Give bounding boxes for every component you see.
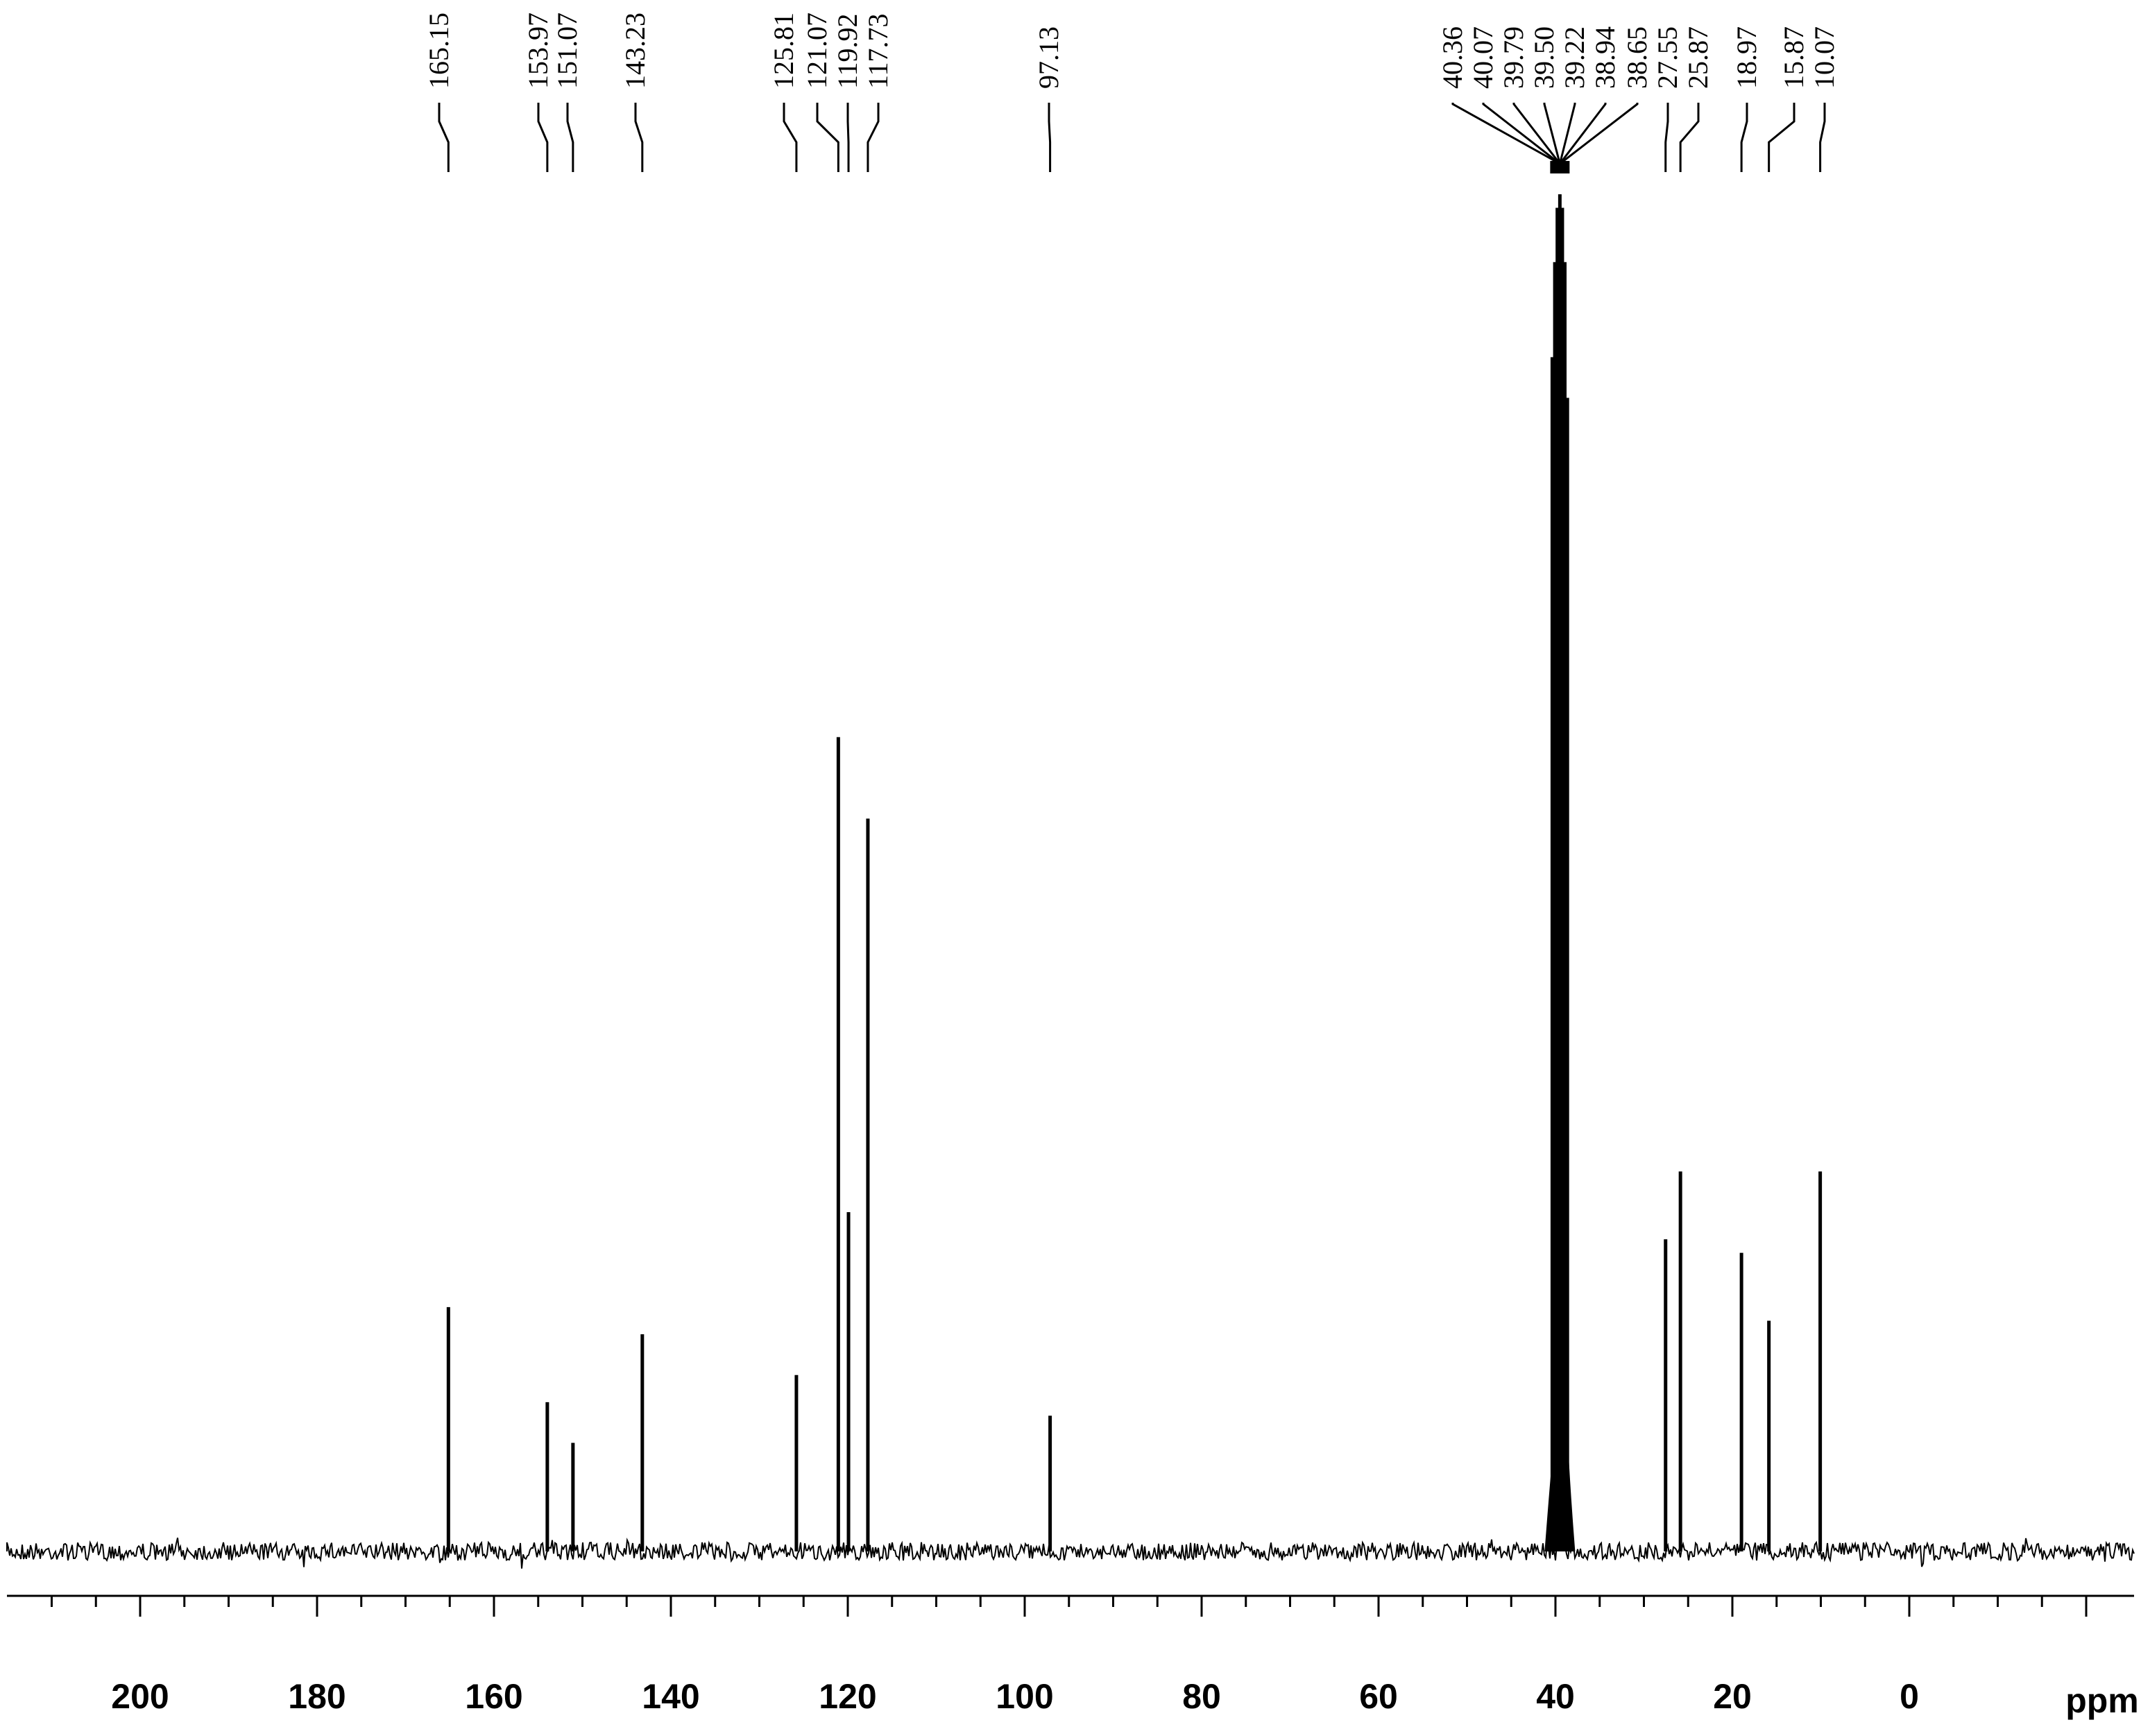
peak-label: 143.23 [620, 12, 651, 89]
x-tick-label: 140 [642, 1677, 699, 1716]
peak-label: 10.07 [1809, 26, 1840, 89]
peak-leader-line [1819, 103, 1826, 172]
peak-label: 117.73 [862, 13, 894, 89]
peak-leader-line [867, 103, 880, 172]
baseline-noise [6, 1537, 2135, 1569]
peak-label: 38.65 [1621, 26, 1653, 89]
x-tick-label: 200 [111, 1677, 169, 1716]
peak-leader-line [783, 103, 798, 172]
peak-label: 97.13 [1033, 26, 1064, 89]
peak-leader-line [566, 103, 574, 172]
peak-leader-line [438, 103, 450, 172]
peak-label: 165.15 [423, 12, 454, 89]
baseline-trace [6, 1537, 2135, 1569]
peak-label: 151.07 [552, 12, 583, 89]
peak-leader-line [816, 103, 839, 172]
peak-leader-line [1664, 103, 1669, 172]
peak-leader-line [1558, 103, 1576, 165]
x-tick-label: 120 [819, 1677, 876, 1716]
peak-leader-line [1768, 103, 1795, 172]
peak-leader-line [634, 103, 644, 172]
peak-leader-line [1482, 103, 1561, 165]
cluster-marker [1550, 161, 1570, 173]
peak-label: 40.36 [1437, 26, 1468, 89]
x-tick-label: 160 [465, 1677, 522, 1716]
peak-label: 39.22 [1559, 26, 1590, 89]
x-tick-label: 20 [1713, 1677, 1752, 1716]
peak-leader-line [1679, 103, 1700, 172]
peak-label: 39.50 [1528, 26, 1560, 89]
peak-label: 38.94 [1589, 26, 1621, 89]
peak-label: 39.79 [1498, 26, 1529, 89]
peak-label: 27.55 [1652, 26, 1683, 89]
x-tick-label: 80 [1182, 1677, 1221, 1716]
peak-label: 18.97 [1731, 26, 1762, 89]
x-tick-label: 0 [1900, 1677, 1919, 1716]
peak-label: 121.07 [801, 12, 833, 89]
peak-label: 15.87 [1778, 26, 1809, 89]
x-tick-label: 100 [996, 1677, 1053, 1716]
x-tick-label: 180 [288, 1677, 346, 1716]
peak-leader-line [1048, 103, 1052, 172]
peaks-layer [446, 194, 1823, 1551]
peak-label: 153.97 [522, 12, 554, 89]
peak-label: 119.92 [832, 13, 863, 89]
x-axis-unit-label: ppm [2065, 1681, 2139, 1720]
peak-leader-line [1740, 103, 1748, 172]
peak-label: 125.81 [768, 12, 799, 89]
solvent-peak-envelope [1544, 1420, 1576, 1551]
peak-leader-line [1451, 103, 1561, 165]
x-tick-label: 60 [1359, 1677, 1398, 1716]
peak-leader-line [537, 103, 549, 172]
x-tick-label: 40 [1536, 1677, 1575, 1716]
peak-label: 40.07 [1467, 26, 1499, 89]
peak-leader-lines [438, 103, 1826, 173]
peak-label: 25.87 [1682, 26, 1714, 89]
x-axis: 200 180 160 140 120 100 80 60 40 20 0 ppm [7, 1594, 2139, 1720]
